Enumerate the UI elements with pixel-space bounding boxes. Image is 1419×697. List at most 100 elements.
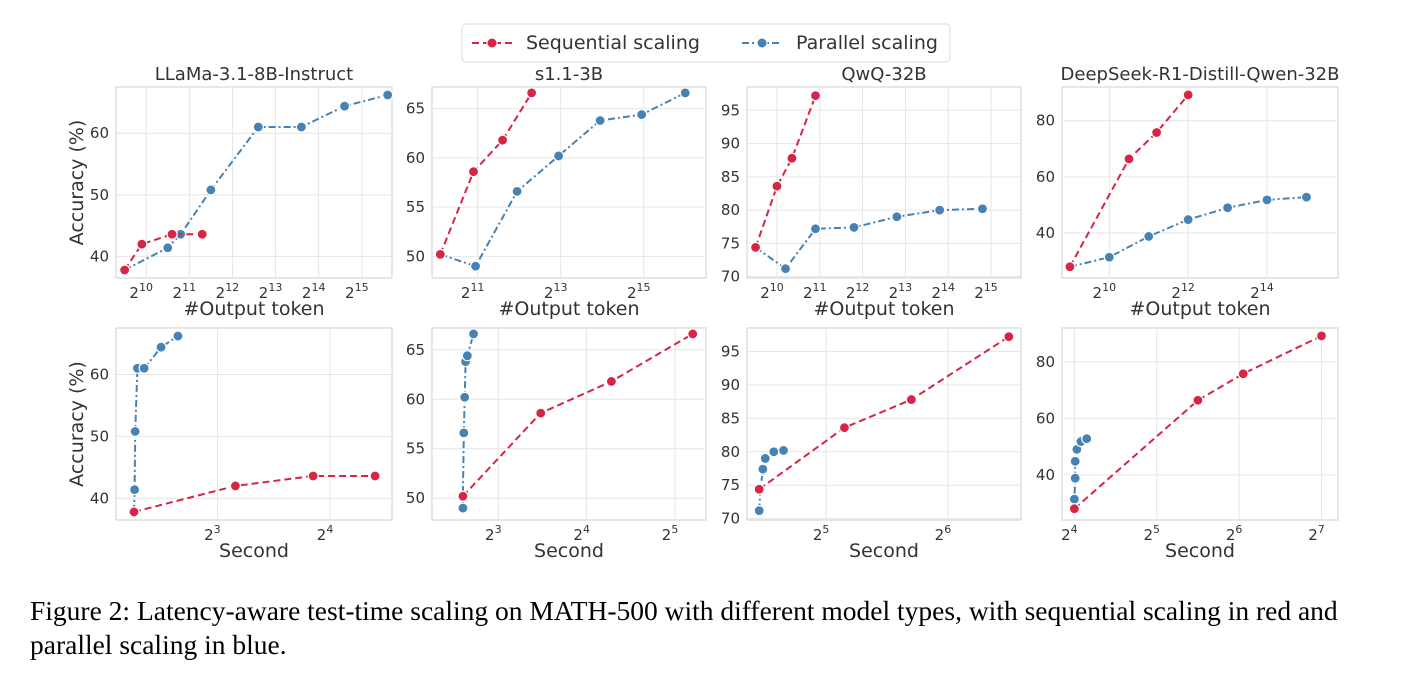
y-tick-label: 70 xyxy=(721,510,740,528)
x-tick-label: 26 xyxy=(935,523,952,544)
x-tick-label: 211 xyxy=(461,281,485,302)
sequential-point xyxy=(771,180,783,192)
x-axis-label: Second xyxy=(219,540,289,562)
parallel-point xyxy=(457,502,469,514)
legend-frame xyxy=(461,23,951,63)
x-axis-label: #Output token xyxy=(1129,298,1270,320)
x-tick-base: 2 xyxy=(485,526,495,544)
parallel-point xyxy=(129,425,141,438)
x-tick-label: 24 xyxy=(573,523,590,544)
x-tick-exponent: 10 xyxy=(1102,281,1116,294)
x-tick-base: 2 xyxy=(173,284,183,302)
parallel-point xyxy=(1069,472,1081,484)
x-tick-base: 2 xyxy=(1308,526,1318,544)
y-tick-label: 85 xyxy=(721,168,740,186)
x-tick-exponent: 5 xyxy=(1153,523,1160,536)
x-tick-base: 2 xyxy=(889,284,899,302)
x-tick-label: 215 xyxy=(974,281,998,302)
x-tick-label: 210 xyxy=(760,281,784,302)
parallel-point xyxy=(138,362,150,374)
y-tick-label: 50 xyxy=(90,427,109,445)
y-tick-label: 40 xyxy=(90,247,109,265)
y-tick-label: 80 xyxy=(721,201,740,219)
parallel-point xyxy=(162,242,174,254)
x-tick-exponent: 12 xyxy=(1181,281,1195,294)
panel-title: DeepSeek-R1-Distill-Qwen-32B xyxy=(1061,64,1340,85)
sequential-point xyxy=(687,328,699,340)
parallel-point xyxy=(1300,191,1313,203)
y-tick-label: 55 xyxy=(406,198,425,216)
parallel-point xyxy=(1182,213,1194,226)
x-tick-base: 2 xyxy=(302,284,312,302)
parallel-point xyxy=(205,184,217,196)
plot-area xyxy=(1061,86,1339,279)
y-tick-label: 95 xyxy=(721,342,740,360)
parallel-point xyxy=(891,211,903,223)
y-tick-label: 90 xyxy=(721,135,740,153)
sequential-series-line xyxy=(1069,94,1189,268)
sequential-point xyxy=(526,87,538,99)
x-tick-exponent: 11 xyxy=(470,281,484,294)
x-tick-label: 25 xyxy=(813,523,830,544)
x-tick-exponent: 13 xyxy=(553,281,567,294)
parallel-point xyxy=(172,330,184,342)
x-axis-label: Second xyxy=(534,540,604,562)
x-axis-label: Second xyxy=(849,540,919,562)
parallel-point xyxy=(459,391,471,403)
parallel-point xyxy=(1068,493,1080,505)
x-tick-exponent: 11 xyxy=(182,281,196,294)
sequential-point xyxy=(749,241,762,253)
x-tick-base: 2 xyxy=(931,284,941,302)
x-tick-exponent: 6 xyxy=(1235,523,1242,536)
y-tick-label: 80 xyxy=(1036,112,1055,130)
x-tick-exponent: 3 xyxy=(214,523,221,536)
sequential-point xyxy=(1237,368,1249,380)
x-tick-base: 2 xyxy=(1093,284,1103,302)
x-tick-label: 211 xyxy=(173,281,197,302)
x-tick-exponent: 4 xyxy=(326,523,333,536)
parallel-point xyxy=(1081,433,1093,445)
sequential-point xyxy=(786,152,798,164)
legend-sequential-marker xyxy=(486,37,498,49)
x-tick-base: 2 xyxy=(1143,526,1153,544)
sequential-point xyxy=(1182,89,1194,101)
x-tick-base: 2 xyxy=(259,284,269,302)
x-tick-label: 24 xyxy=(1061,523,1078,544)
parallel-point xyxy=(128,484,141,496)
x-tick-exponent: 13 xyxy=(268,281,282,294)
y-tick-label: 50 xyxy=(406,489,425,507)
y-tick-label: 85 xyxy=(721,409,740,427)
x-tick-base: 2 xyxy=(216,284,226,302)
panel-title: QwQ-32B xyxy=(841,64,926,85)
y-tick-label: 90 xyxy=(721,376,740,394)
parallel-point xyxy=(553,150,565,162)
parallel-point xyxy=(934,204,946,216)
y-tick-label: 95 xyxy=(721,101,740,119)
parallel-point xyxy=(469,260,482,272)
sequential-series-line xyxy=(439,92,533,255)
x-tick-base: 2 xyxy=(760,284,770,302)
y-tick-label: 60 xyxy=(406,149,425,167)
y-tick-label: 80 xyxy=(721,443,740,461)
sequential-point xyxy=(307,470,319,482)
sequential-point xyxy=(1151,126,1163,139)
x-tick-label: 26 xyxy=(1226,523,1243,544)
parallel-point xyxy=(848,221,860,234)
y-tick-label: 60 xyxy=(90,365,109,383)
y-tick-label: 55 xyxy=(406,440,425,458)
x-tick-label: 212 xyxy=(216,281,240,302)
x-tick-exponent: 15 xyxy=(984,281,998,294)
x-tick-label: 213 xyxy=(889,281,913,302)
x-tick-label: 212 xyxy=(1171,281,1195,302)
sequential-series-line xyxy=(462,333,694,497)
sequential-point xyxy=(1315,330,1328,342)
x-tick-exponent: 14 xyxy=(941,281,955,294)
y-tick-label: 75 xyxy=(721,234,740,252)
x-tick-base: 2 xyxy=(662,526,672,544)
sequential-point xyxy=(229,480,242,492)
